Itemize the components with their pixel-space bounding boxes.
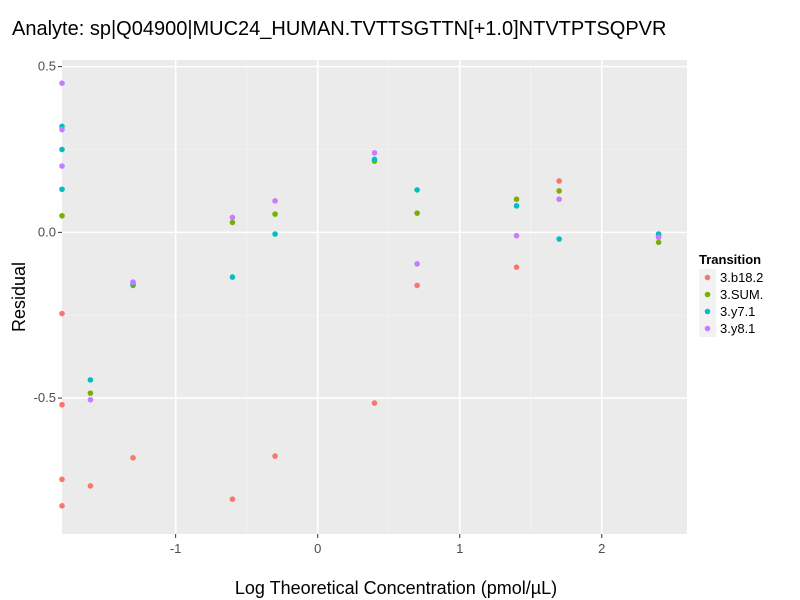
data-point	[655, 239, 662, 246]
x-axis-label: Log Theoretical Concentration (pmol/µL)	[235, 578, 557, 598]
data-point	[229, 219, 236, 226]
data-point	[272, 211, 278, 217]
legend-label: 3.b18.2	[720, 270, 763, 285]
data-point	[229, 274, 236, 280]
data-point	[272, 198, 278, 204]
legend-label: 3.y8.1	[720, 321, 755, 336]
data-point	[59, 401, 65, 408]
legend-swatch	[704, 308, 711, 315]
data-point	[87, 396, 94, 403]
y-axis-ticks: -0.5 0.0 0.5	[34, 59, 62, 405]
x-axis-ticks: -1 0 1 2	[170, 534, 605, 556]
data-point	[556, 196, 562, 203]
data-point	[371, 156, 378, 163]
x-tick-label: 0	[314, 541, 321, 556]
legend-swatch	[704, 291, 711, 298]
data-point	[513, 232, 520, 239]
y-axis-label: Residual	[9, 262, 29, 332]
data-point	[59, 212, 65, 219]
data-point	[59, 163, 65, 169]
legend-swatch	[704, 325, 711, 332]
y-tick-label: -0.5	[34, 390, 56, 405]
data-point	[59, 146, 65, 153]
gridlines	[62, 60, 687, 534]
data-point	[272, 231, 278, 237]
data-point	[59, 126, 65, 133]
data-point	[59, 310, 65, 317]
plot-panel	[62, 60, 687, 534]
data-point	[87, 377, 94, 383]
data-point	[59, 80, 65, 87]
data-point	[130, 454, 136, 461]
data-point	[414, 187, 420, 193]
data-point	[272, 453, 278, 459]
data-point	[556, 178, 562, 184]
data-point	[59, 503, 65, 509]
data-point	[59, 476, 65, 483]
x-tick-label: 2	[598, 541, 605, 556]
legend-label: 3.y7.1	[720, 304, 755, 319]
x-tick-label: -1	[170, 541, 182, 556]
data-point	[229, 214, 236, 221]
legend-items: 3.b18.2 3.SUM. 3.y7.1 3.y8.1	[699, 269, 763, 337]
data-point	[87, 483, 94, 489]
data-point	[414, 210, 420, 216]
legend-title: Transition	[699, 252, 761, 267]
data-point	[87, 390, 94, 396]
data-point	[229, 496, 236, 502]
y-tick-label: 0.0	[38, 224, 56, 239]
data-point	[130, 279, 136, 285]
data-points	[59, 80, 662, 509]
legend-swatch	[704, 274, 711, 281]
data-point	[371, 400, 378, 406]
data-point	[556, 236, 562, 242]
data-point	[371, 150, 378, 156]
legend: Transition 3.b18.2 3.SUM. 3.y7.1 3.y8.1	[699, 252, 763, 337]
data-point	[59, 186, 65, 193]
data-point	[414, 282, 420, 289]
data-point	[513, 203, 520, 209]
x-tick-label: 1	[456, 541, 463, 556]
data-point	[556, 188, 562, 194]
data-point	[414, 261, 420, 267]
data-point	[513, 196, 520, 203]
data-point	[655, 234, 662, 241]
y-tick-label: 0.5	[38, 59, 56, 74]
legend-label: 3.SUM.	[720, 287, 763, 302]
data-point	[513, 264, 520, 270]
chart-title: Analyte: sp|Q04900|MUC24_HUMAN.TVTTSGTTN…	[12, 18, 666, 40]
